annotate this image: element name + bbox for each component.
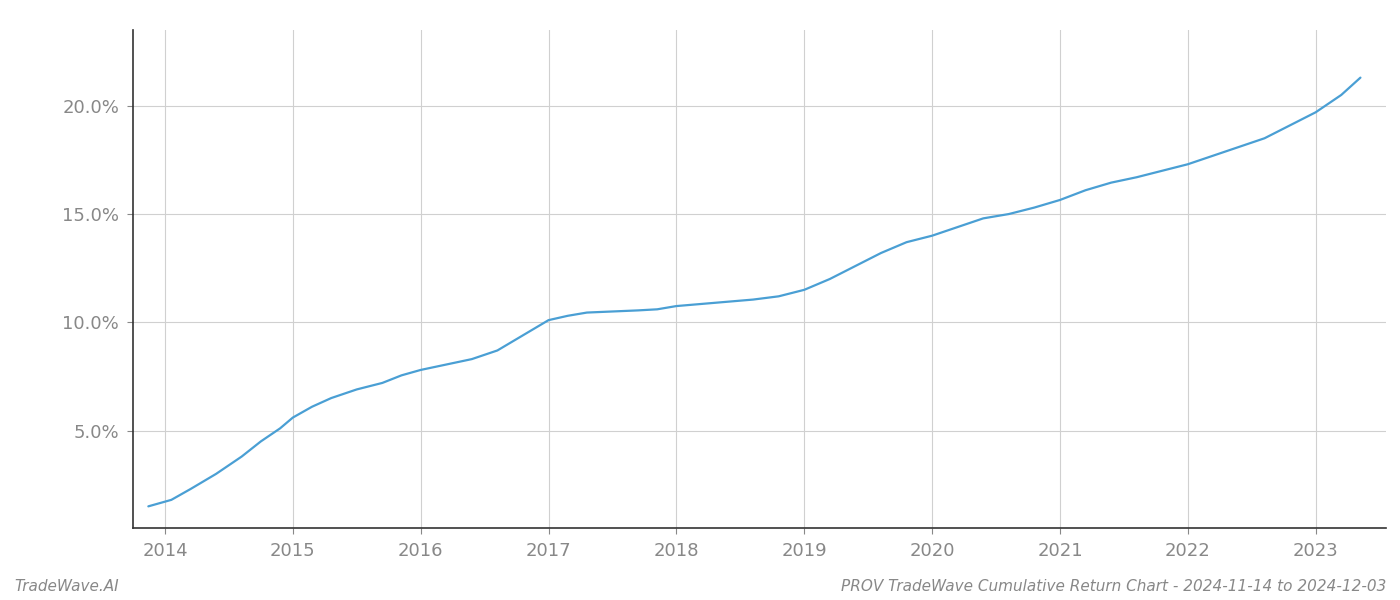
Text: TradeWave.AI: TradeWave.AI	[14, 579, 119, 594]
Text: PROV TradeWave Cumulative Return Chart - 2024-11-14 to 2024-12-03: PROV TradeWave Cumulative Return Chart -…	[840, 579, 1386, 594]
